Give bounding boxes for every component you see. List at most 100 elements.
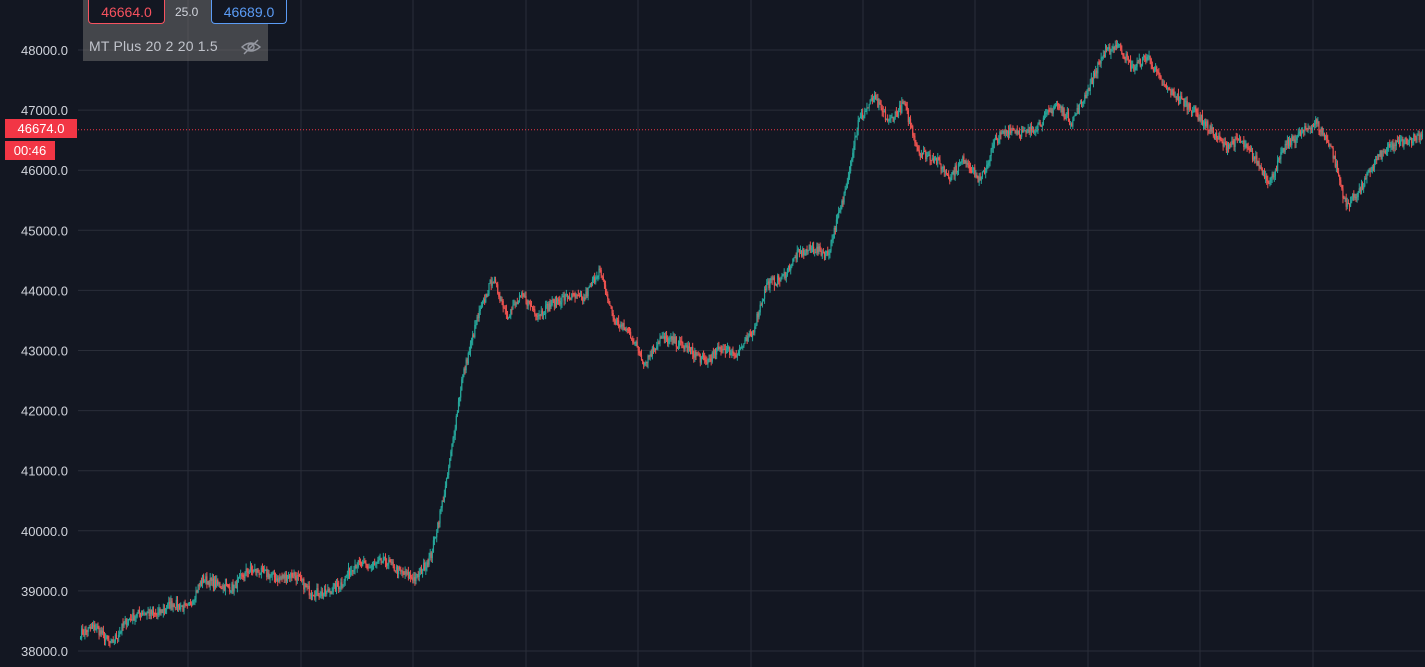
candle-body <box>123 622 125 626</box>
candle-body <box>942 166 944 168</box>
candle-body <box>1363 186 1365 189</box>
candle-body <box>1283 147 1285 152</box>
candle-body <box>682 343 684 346</box>
candle-body <box>341 582 343 586</box>
candle-body <box>961 161 963 163</box>
candle-body <box>603 280 606 285</box>
candle-body <box>404 571 406 575</box>
candle-body <box>1124 56 1126 61</box>
candle-body <box>1154 66 1157 70</box>
candle-body <box>1226 144 1229 151</box>
candle-body <box>1207 121 1209 131</box>
candle-body <box>244 571 246 578</box>
candle-body <box>106 635 108 639</box>
candle-body <box>771 278 773 280</box>
candle-body <box>163 608 166 611</box>
candle-body <box>1272 173 1274 178</box>
candle-body <box>595 278 597 283</box>
candle-body <box>924 150 926 152</box>
candle-body <box>761 301 763 306</box>
candle-body <box>1410 137 1413 144</box>
ask-price-button[interactable]: 46689.0 <box>211 0 287 24</box>
candle-body <box>1060 107 1062 109</box>
candle-body <box>748 333 750 337</box>
candle-body <box>560 302 562 305</box>
candle-body <box>86 630 88 633</box>
candle-body <box>958 162 961 164</box>
candle-body <box>1111 48 1113 52</box>
candle-body <box>580 294 583 298</box>
candle-body <box>103 633 106 641</box>
candle-body <box>1166 88 1169 90</box>
bid-price-button[interactable]: 46664.0 <box>88 0 165 24</box>
current-price-label: 46674.0 <box>5 119 77 138</box>
candle-body <box>286 578 289 582</box>
candle-body <box>137 609 139 613</box>
candle-body <box>1028 129 1030 133</box>
candle-body <box>1089 83 1091 91</box>
candle-body <box>612 312 614 318</box>
candle-body <box>1101 57 1103 59</box>
candle-body <box>458 397 461 402</box>
candle-body <box>539 315 541 317</box>
candle-body <box>1257 161 1259 165</box>
candle-body <box>564 294 566 301</box>
candle-body <box>420 568 423 574</box>
candle-body <box>745 337 747 340</box>
candle-body <box>144 613 146 615</box>
candle-body <box>173 604 175 608</box>
y-tick-label: 40000.0 <box>21 524 68 539</box>
candle-body <box>885 118 888 121</box>
candle-body <box>1420 134 1422 137</box>
candle-body <box>1358 188 1360 193</box>
candle-body <box>1230 144 1232 146</box>
candle-body <box>162 608 164 614</box>
eye-off-icon[interactable] <box>240 38 262 56</box>
candle-body <box>1012 128 1014 130</box>
candle-body <box>808 244 810 251</box>
candle-body <box>522 293 524 295</box>
candle-body <box>832 238 834 240</box>
candle-body <box>262 567 265 572</box>
candle-body <box>1414 134 1416 137</box>
candle-body <box>1065 114 1067 119</box>
candle-body <box>319 595 321 597</box>
candle-body <box>972 170 974 172</box>
candle-body <box>1417 134 1419 136</box>
candle-body <box>1103 54 1106 56</box>
candle-body <box>96 626 98 629</box>
indicator-label[interactable]: MT Plus 20 2 20 1.5 <box>89 38 218 54</box>
candle-body <box>1337 172 1340 176</box>
candle-body <box>606 294 608 296</box>
candle-body <box>880 104 882 109</box>
candle-body <box>1163 84 1165 86</box>
candle-body <box>763 289 766 299</box>
candle-body <box>298 575 301 577</box>
candle-body <box>528 300 530 303</box>
candle-body <box>1407 143 1409 145</box>
candle-body <box>1197 112 1199 120</box>
candle-body <box>278 577 280 582</box>
candle-body <box>1266 175 1268 181</box>
candle-body <box>308 585 310 596</box>
candle-body <box>965 160 967 164</box>
candle-body <box>176 599 179 608</box>
candle-body <box>523 294 525 297</box>
candle-body <box>1281 149 1283 153</box>
candle-body <box>524 296 526 298</box>
candle-body <box>1210 126 1212 132</box>
candle-body <box>135 616 137 618</box>
candle-body <box>291 572 293 577</box>
y-tick-label: 45000.0 <box>21 223 68 238</box>
candle-body <box>285 574 288 582</box>
candle-body <box>635 341 637 343</box>
candle-body <box>563 296 565 301</box>
candle-body <box>1260 166 1262 169</box>
candle-body <box>1014 130 1016 134</box>
candle-body <box>925 151 927 160</box>
candle-body <box>1033 130 1035 133</box>
candle-body <box>751 330 754 337</box>
candle-body <box>1419 134 1421 141</box>
